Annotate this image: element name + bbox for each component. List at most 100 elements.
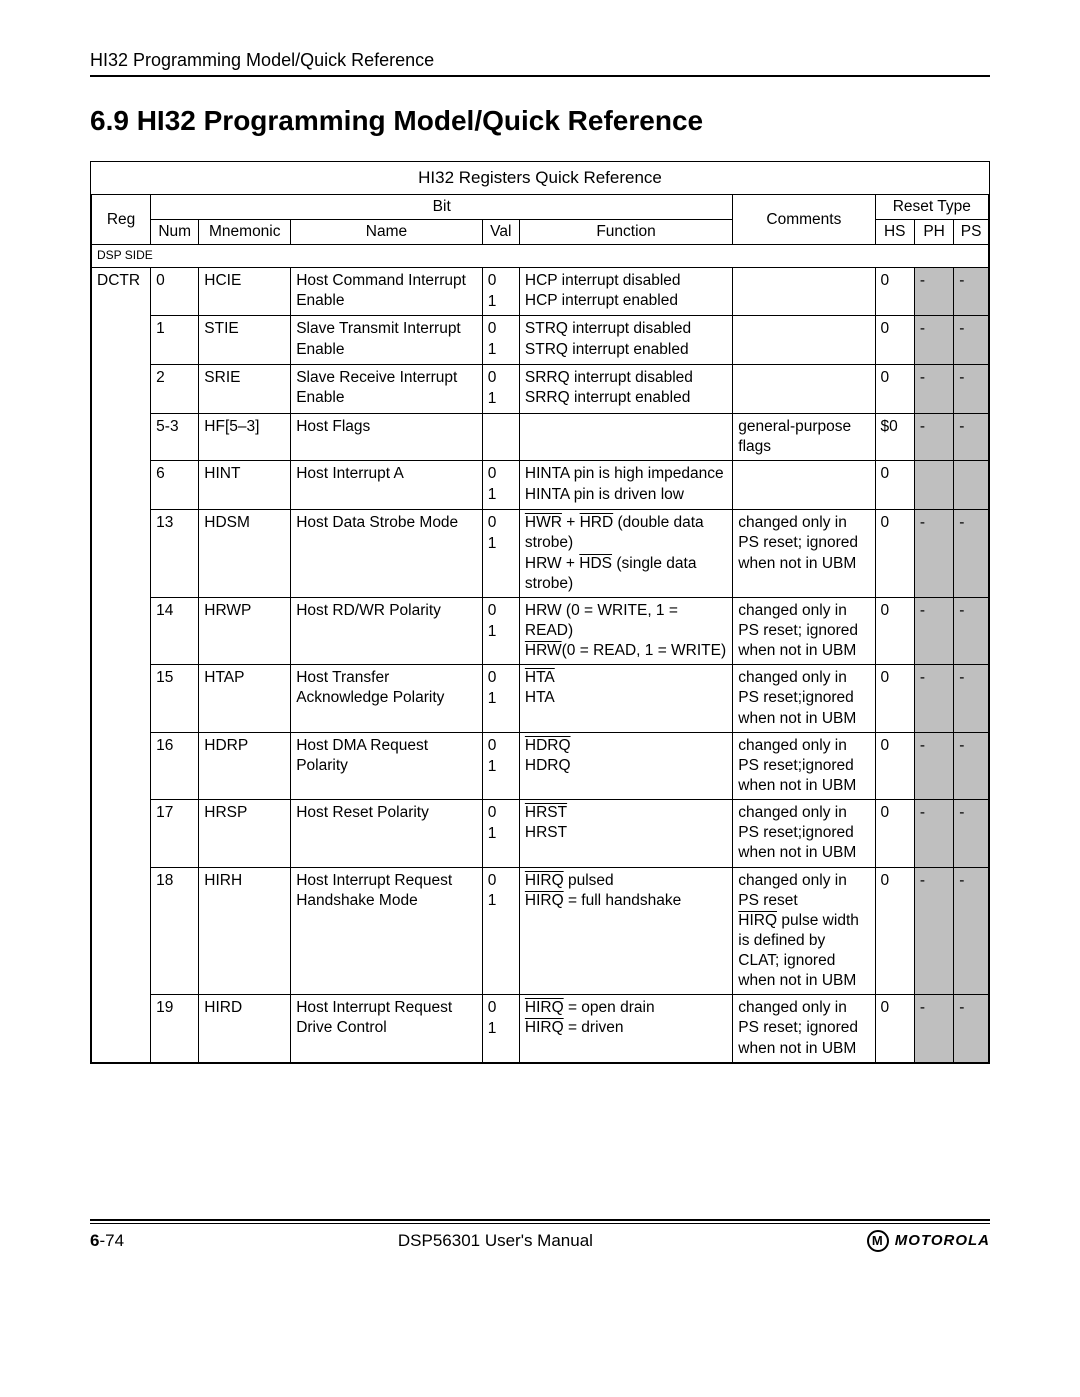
ps-cell: -	[954, 732, 989, 799]
hs-cell: 0	[875, 732, 914, 799]
hs-cell: 0	[875, 461, 914, 510]
comments-cell: changed only in PS reset; ignored when n…	[733, 995, 875, 1062]
name-cell: Slave Receive Interrupt Enable	[291, 365, 482, 414]
table-row: 13HDSMHost Data Strobe Mode01HWR + HRD (…	[92, 510, 989, 598]
table-row: 6HINTHost Interrupt A01HINTA pin is high…	[92, 461, 989, 510]
name-cell: Host Interrupt Request Drive Control	[291, 995, 482, 1062]
hs-cell: 0	[875, 510, 914, 598]
ps-cell: -	[954, 316, 989, 365]
function-cell: HWR + HRD (double data strobe)HRW + HDS …	[519, 510, 732, 598]
table-row: 1STIESlave Transmit Interrupt Enable01ST…	[92, 316, 989, 365]
hs-cell: 0	[875, 316, 914, 365]
mnemonic-cell: HDSM	[199, 510, 291, 598]
name-cell: Slave Transmit Interrupt Enable	[291, 316, 482, 365]
val-cell: 01	[482, 316, 519, 365]
comments-cell	[733, 267, 875, 316]
section-heading: 6.9 HI32 Programming Model/Quick Referen…	[90, 105, 990, 137]
ph-cell	[914, 461, 953, 510]
col-hs: HS	[875, 220, 914, 245]
page-footer: 6-74 DSP56301 User's Manual M MOTOROLA	[90, 1230, 990, 1252]
mnemonic-cell: STIE	[199, 316, 291, 365]
hs-cell: 0	[875, 995, 914, 1062]
table-row: 17HRSPHost Reset Polarity01HRSTHRSTchang…	[92, 800, 989, 867]
name-cell: Host Reset Polarity	[291, 800, 482, 867]
col-name: Name	[291, 220, 482, 245]
ps-cell: -	[954, 995, 989, 1062]
comments-cell: changed only in PS reset; ignored when n…	[733, 510, 875, 598]
ph-cell: -	[914, 267, 953, 316]
ps-cell	[954, 461, 989, 510]
function-cell: HCP interrupt disabledHCP interrupt enab…	[519, 267, 732, 316]
num-cell: 19	[151, 995, 199, 1062]
table-row: 16HDRPHost DMA Request Polarity01HDRQHDR…	[92, 732, 989, 799]
reg-cell: DCTR	[92, 267, 151, 1062]
table-row: 18HIRHHost Interrupt Request Handshake M…	[92, 867, 989, 995]
num-cell: 15	[151, 665, 199, 732]
col-ph: PH	[914, 220, 953, 245]
function-cell: HRW (0 = WRITE, 1 = READ)HRW(0 = READ, 1…	[519, 597, 732, 664]
comments-cell: changed only in PS resetHIRQ pulse width…	[733, 867, 875, 995]
val-cell: 01	[482, 665, 519, 732]
val-cell: 01	[482, 732, 519, 799]
hs-cell: 0	[875, 267, 914, 316]
table-row: 2SRIESlave Receive Interrupt Enable01SRR…	[92, 365, 989, 414]
val-cell: 01	[482, 800, 519, 867]
name-cell: Host Transfer Acknowledge Polarity	[291, 665, 482, 732]
mnemonic-cell: HDRP	[199, 732, 291, 799]
num-cell: 2	[151, 365, 199, 414]
val-cell: 01	[482, 510, 519, 598]
comments-cell: changed only in PS reset; ignored when n…	[733, 597, 875, 664]
comments-cell	[733, 365, 875, 414]
ps-cell: -	[954, 867, 989, 995]
function-cell: HINTA pin is high impedanceHINTA pin is …	[519, 461, 732, 510]
register-table: Reg Bit Comments Reset Type Num Mnemonic…	[91, 194, 989, 1063]
num-cell: 1	[151, 316, 199, 365]
hs-cell: 0	[875, 597, 914, 664]
table-row: DCTR0HCIEHost Command Interrupt Enable01…	[92, 267, 989, 316]
col-mnemonic: Mnemonic	[199, 220, 291, 245]
register-table-wrap: HI32 Registers Quick Reference Reg Bit C…	[90, 161, 990, 1064]
val-cell	[482, 414, 519, 461]
comments-cell	[733, 316, 875, 365]
col-bit: Bit	[151, 195, 733, 220]
section-label: DSP SIDE	[92, 245, 989, 268]
hs-cell: 0	[875, 365, 914, 414]
ph-cell: -	[914, 414, 953, 461]
val-cell: 01	[482, 267, 519, 316]
function-cell: HIRQ = open drainHIRQ = driven	[519, 995, 732, 1062]
table-row: 5-3HF[5–3]Host Flagsgeneral-purpose flag…	[92, 414, 989, 461]
function-cell: HRSTHRST	[519, 800, 732, 867]
num-cell: 14	[151, 597, 199, 664]
name-cell: Host Flags	[291, 414, 482, 461]
table-head: Reg Bit Comments Reset Type Num Mnemonic…	[92, 195, 989, 245]
name-cell: Host Interrupt Request Handshake Mode	[291, 867, 482, 995]
num-cell: 17	[151, 800, 199, 867]
mnemonic-cell: HINT	[199, 461, 291, 510]
brand-text: MOTOROLA	[895, 1232, 990, 1249]
ps-cell: -	[954, 267, 989, 316]
ph-cell: -	[914, 995, 953, 1062]
comments-cell: general-purpose flags	[733, 414, 875, 461]
hs-cell: 0	[875, 800, 914, 867]
hs-cell: 0	[875, 665, 914, 732]
mnemonic-cell: SRIE	[199, 365, 291, 414]
col-reset-type: Reset Type	[875, 195, 988, 220]
mnemonic-cell: HF[5–3]	[199, 414, 291, 461]
table-row: 19HIRDHost Interrupt Request Drive Contr…	[92, 995, 989, 1062]
comments-cell: changed only in PS reset;ignored when no…	[733, 800, 875, 867]
name-cell: Host RD/WR Polarity	[291, 597, 482, 664]
ph-cell: -	[914, 800, 953, 867]
brand-mark-icon: M	[867, 1230, 889, 1252]
function-cell: HDRQHDRQ	[519, 732, 732, 799]
section-divider-row: DSP SIDE	[92, 245, 989, 268]
table-title: HI32 Registers Quick Reference	[91, 162, 989, 194]
comments-cell	[733, 461, 875, 510]
name-cell: Host Command Interrupt Enable	[291, 267, 482, 316]
ph-cell: -	[914, 665, 953, 732]
ps-cell: -	[954, 414, 989, 461]
val-cell: 01	[482, 995, 519, 1062]
col-val: Val	[482, 220, 519, 245]
mnemonic-cell: HRWP	[199, 597, 291, 664]
function-cell	[519, 414, 732, 461]
page-number: 6-74	[90, 1231, 124, 1251]
